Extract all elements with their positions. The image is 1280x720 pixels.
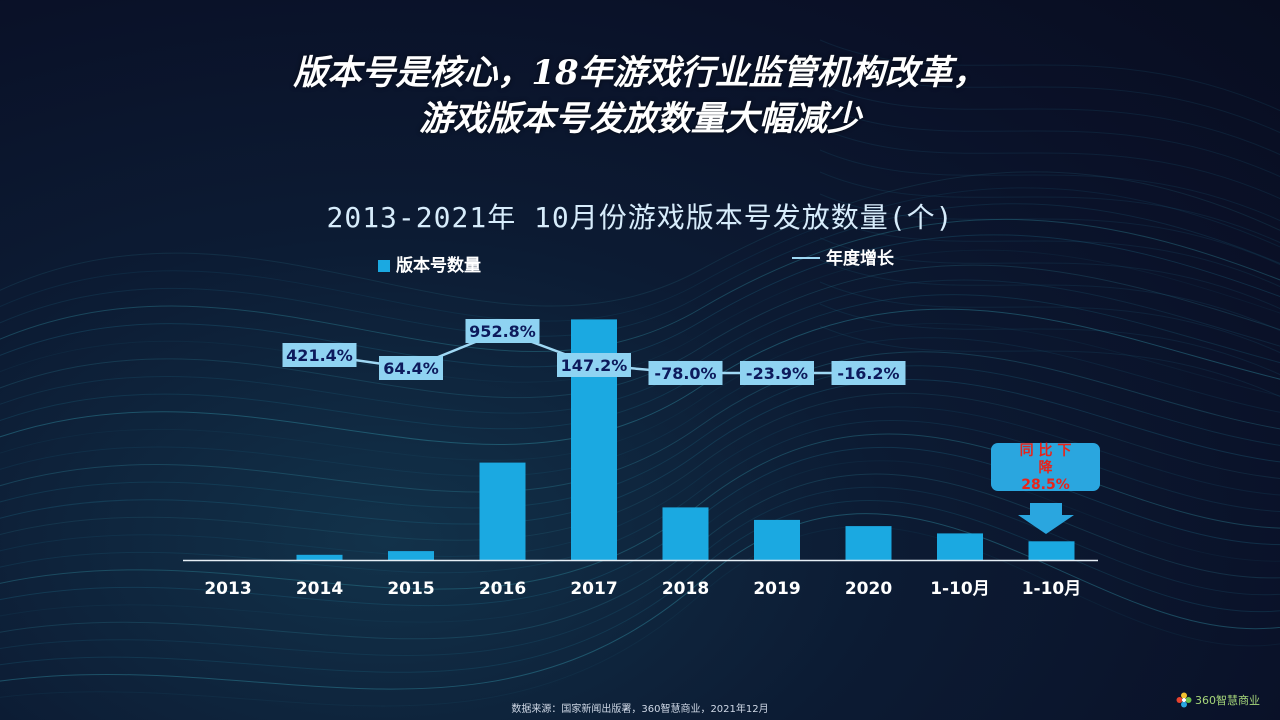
callout-line-2: 降: [1038, 460, 1053, 476]
flower-logo-icon: [1176, 692, 1192, 708]
bar-1: [296, 554, 343, 560]
growth-label-6: -23.9%: [746, 364, 808, 383]
legend-line-label: 年度增长: [826, 249, 894, 269]
growth-label-bg-7: [831, 361, 906, 385]
growth-label-bg-1: [282, 343, 357, 367]
headline: 版本号是核心，18年游戏行业监管机构改革， 游戏版本号发放数量大幅减少: [0, 50, 1280, 142]
x-tick-label-6: 2019: [753, 579, 800, 599]
callout-line-3: 28.5%: [1021, 477, 1070, 493]
growth-label-bg-5: [648, 361, 723, 385]
callout-line-1: 同 比 下: [1019, 443, 1072, 459]
bar-7: [845, 526, 892, 560]
decline-callout: 同 比 下 降 28.5%: [991, 443, 1100, 493]
legend-bar-label: 版本号数量: [396, 256, 481, 276]
legend-bar-swatch: [378, 260, 390, 272]
chart-title: 2013-2021年 10月份游戏版本号发放数量(个): [326, 201, 954, 234]
legend-line: 年度增长: [792, 244, 894, 269]
growth-label-bg-4: [557, 353, 631, 377]
growth-label-1: 421.4%: [286, 346, 353, 365]
x-tick-label-2: 2015: [387, 579, 434, 599]
growth-label-2: 64.4%: [383, 359, 439, 378]
legend-bar: 版本号数量: [378, 251, 481, 276]
down-arrow-icon: [1018, 503, 1074, 534]
x-tick-label-8: 1-10月: [930, 579, 990, 599]
logo-text: 360智慧商业: [1195, 694, 1260, 707]
logo: 360智慧商业: [1176, 692, 1260, 708]
x-tick-label-7: 2020: [845, 579, 892, 599]
growth-label-3: 952.8%: [469, 322, 536, 341]
growth-label-bg-2: [379, 356, 443, 380]
growth-label-4: 147.2%: [561, 356, 628, 375]
bar-9: [1028, 541, 1075, 561]
growth-label-bg-6: [740, 361, 814, 385]
growth-label-7: -16.2%: [837, 364, 899, 383]
x-tick-label-3: 2016: [479, 579, 526, 599]
growth-label-5: -78.0%: [654, 364, 716, 383]
bar-5: [662, 507, 709, 560]
headline-line-1: 版本号是核心，18年游戏行业监管机构改革，: [293, 53, 987, 93]
bar-8: [937, 533, 983, 560]
x-tick-label-1: 2014: [296, 579, 343, 599]
x-tick-label-5: 2018: [662, 579, 709, 599]
x-tick-label-0: 2013: [204, 579, 251, 599]
legend-line-swatch: [792, 257, 820, 259]
source-note: 数据来源：国家新闻出版署，360智慧商业，2021年12月: [511, 704, 769, 715]
growth-label-bg-3: [465, 319, 540, 343]
bar-3: [479, 462, 526, 560]
bar-6: [754, 519, 800, 560]
x-tick-label-9: 1-10月: [1022, 579, 1082, 599]
x-tick-label-4: 2017: [570, 579, 617, 599]
headline-line-2: 游戏版本号发放数量大幅减少: [419, 99, 861, 139]
bar-2: [388, 551, 434, 560]
